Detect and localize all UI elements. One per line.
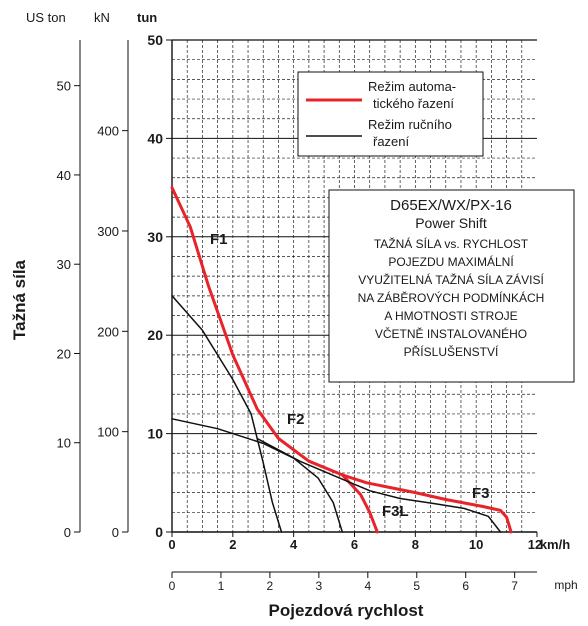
info-model: D65EX/WX/PX-16 (390, 197, 512, 214)
kn-tick-label: 400 (97, 124, 119, 139)
mph-tick-label: 3 (316, 579, 323, 593)
manual-shift-curve-1 (171, 295, 283, 533)
mph-tick-label: 1 (218, 579, 225, 593)
tun-tick-label: 50 (147, 32, 163, 48)
info-line-5: A HMOTNOSTI STROJE (384, 309, 517, 323)
info-line-7: PŘÍSLUŠENSTVÍ (404, 344, 499, 359)
kn-tick-label: 200 (97, 324, 119, 339)
tun-tick-label: 30 (147, 229, 163, 245)
kn-tick-label: 300 (97, 224, 119, 239)
tun-tick-label: 10 (147, 426, 163, 442)
legend-auto-label-1: Režim automa- (368, 79, 456, 94)
info-line-2: POJEZDU MAXIMÁLNÍ (388, 254, 514, 269)
tun-tick-label: 0 (155, 524, 163, 540)
kmh-tick-label: 8 (412, 537, 419, 552)
y-unit-tun: tun (137, 10, 157, 25)
mph-tick-label: 2 (267, 579, 274, 593)
mph-tick-label: 7 (511, 579, 518, 593)
mph-tick-label: 0 (169, 579, 176, 593)
uston-tick-label: 30 (57, 257, 71, 272)
kmh-tick-label: 0 (168, 537, 175, 552)
uston-tick-label: 50 (57, 79, 71, 94)
gear-label-f3: F3 (472, 485, 490, 502)
kn-tick-label: 0 (112, 525, 119, 540)
x-unit-mph: mph (554, 578, 577, 592)
info-subtitle: Power Shift (415, 215, 487, 231)
info-line-6: VČETNĚ INSTALOVANÉHO (375, 326, 527, 341)
legend-box (297, 71, 484, 157)
kmh-tick-label: 6 (351, 537, 358, 552)
info-line-1: TAŽNÁ SÍLA vs. RYCHLOST (374, 236, 529, 251)
tun-tick-label: 20 (147, 327, 163, 343)
uston-tick-label: 10 (57, 436, 71, 451)
tun-tick-label: 40 (147, 130, 163, 146)
uston-tick-label: 40 (57, 168, 71, 183)
mph-tick-label: 5 (413, 579, 420, 593)
kn-tick-label: 100 (97, 425, 119, 440)
gear-label-f1: F1 (210, 231, 228, 248)
info-line-3: VYUŽITELNÁ TAŽNÁ SÍLA ZÁVISÍ (358, 272, 544, 287)
gear-label-f2: F2 (287, 411, 305, 428)
uston-tick-label: 0 (64, 525, 71, 540)
auto-shift-curve-2 (340, 473, 379, 534)
kmh-tick-label: 12 (528, 537, 542, 552)
legend-auto-label-2: tického řazení (373, 96, 454, 111)
kmh-tick-label: 4 (290, 537, 298, 552)
gear-label-f3l: F3L (382, 503, 409, 520)
series-group (170, 186, 513, 534)
legend-manual-label-1: Režim ručního (368, 117, 452, 132)
manual-shift-curve-3 (256, 437, 502, 533)
y-unit-kn: kN (94, 10, 110, 25)
kmh-tick-label: 10 (469, 537, 483, 552)
info-box-frame (328, 189, 575, 383)
uston-tick-label: 20 (57, 346, 71, 361)
y-unit-uston: US ton (26, 10, 66, 25)
x-axis-title: Pojezdová rychlost (269, 601, 424, 620)
info-line-4: NA ZÁBĚROVÝCH PODMÍNKÁCH (358, 290, 545, 305)
mph-tick-label: 6 (462, 579, 469, 593)
legend-manual-label-2: řazení (373, 134, 410, 149)
y-axis-title: Tažná síla (10, 259, 29, 340)
kmh-tick-label: 2 (229, 537, 236, 552)
info-box: D65EX/WX/PX-16 Power Shift TAŽNÁ SÍLA vs… (328, 189, 575, 383)
x-unit-kmh: km/h (540, 537, 570, 552)
mph-tick-label: 4 (364, 579, 371, 593)
legend: Režim automa- tického řazení Režim ruční… (297, 71, 484, 157)
